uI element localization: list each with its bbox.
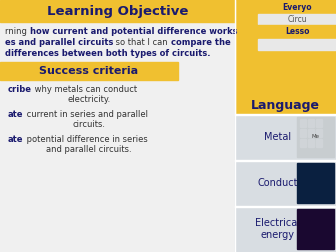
Text: how current and potential difference works: how current and potential difference wor… bbox=[30, 27, 237, 36]
Bar bbox=[300, 119, 306, 127]
Bar bbox=[308, 129, 314, 137]
Text: compare the: compare the bbox=[171, 38, 230, 47]
Text: Conduct: Conduct bbox=[257, 178, 298, 188]
Text: current in series and parallel: current in series and parallel bbox=[24, 110, 148, 119]
Bar bbox=[235, 0, 336, 252]
Bar bbox=[235, 114, 336, 115]
Bar bbox=[316, 119, 322, 127]
Bar bbox=[258, 1, 336, 14]
Text: differences between both types of circuits.: differences between both types of circui… bbox=[5, 49, 210, 58]
Bar bbox=[300, 139, 306, 147]
Bar bbox=[258, 39, 336, 50]
Text: and parallel circuits.: and parallel circuits. bbox=[46, 145, 132, 154]
Bar bbox=[258, 25, 336, 38]
Text: rning: rning bbox=[5, 27, 30, 36]
Text: why metals can conduct: why metals can conduct bbox=[32, 85, 137, 94]
Text: Metal: Metal bbox=[264, 132, 291, 142]
Text: Me: Me bbox=[311, 135, 320, 140]
Bar bbox=[297, 209, 334, 249]
Bar bbox=[308, 139, 314, 147]
Bar bbox=[0, 0, 235, 22]
Text: potential difference in series: potential difference in series bbox=[24, 135, 147, 144]
Bar bbox=[0, 0, 235, 252]
Bar bbox=[235, 207, 336, 252]
Text: es and parallel circuits: es and parallel circuits bbox=[5, 38, 113, 47]
Text: cribe: cribe bbox=[8, 85, 32, 94]
Text: ate: ate bbox=[8, 135, 24, 144]
Bar bbox=[316, 139, 322, 147]
Text: Circu: Circu bbox=[287, 15, 307, 23]
Bar bbox=[235, 115, 336, 160]
Bar bbox=[316, 129, 322, 137]
Text: circuits.: circuits. bbox=[73, 120, 106, 129]
Bar bbox=[297, 117, 334, 157]
Bar bbox=[297, 163, 334, 203]
Text: Learning Objective: Learning Objective bbox=[47, 5, 188, 17]
Text: Lesso: Lesso bbox=[285, 27, 309, 36]
Text: ate: ate bbox=[8, 110, 24, 119]
Text: Language: Language bbox=[251, 99, 320, 112]
Text: Success criteria: Success criteria bbox=[39, 66, 138, 76]
Bar bbox=[300, 129, 306, 137]
Bar bbox=[235, 161, 336, 206]
Bar bbox=[0, 62, 178, 80]
Bar bbox=[308, 119, 314, 127]
Bar bbox=[235, 206, 336, 207]
Text: electricity.: electricity. bbox=[68, 95, 111, 104]
Bar bbox=[235, 160, 336, 161]
Text: so that I can: so that I can bbox=[113, 38, 171, 47]
Bar bbox=[258, 14, 336, 24]
Text: Electrical
energy: Electrical energy bbox=[255, 218, 300, 240]
Text: Everyo: Everyo bbox=[282, 3, 312, 12]
